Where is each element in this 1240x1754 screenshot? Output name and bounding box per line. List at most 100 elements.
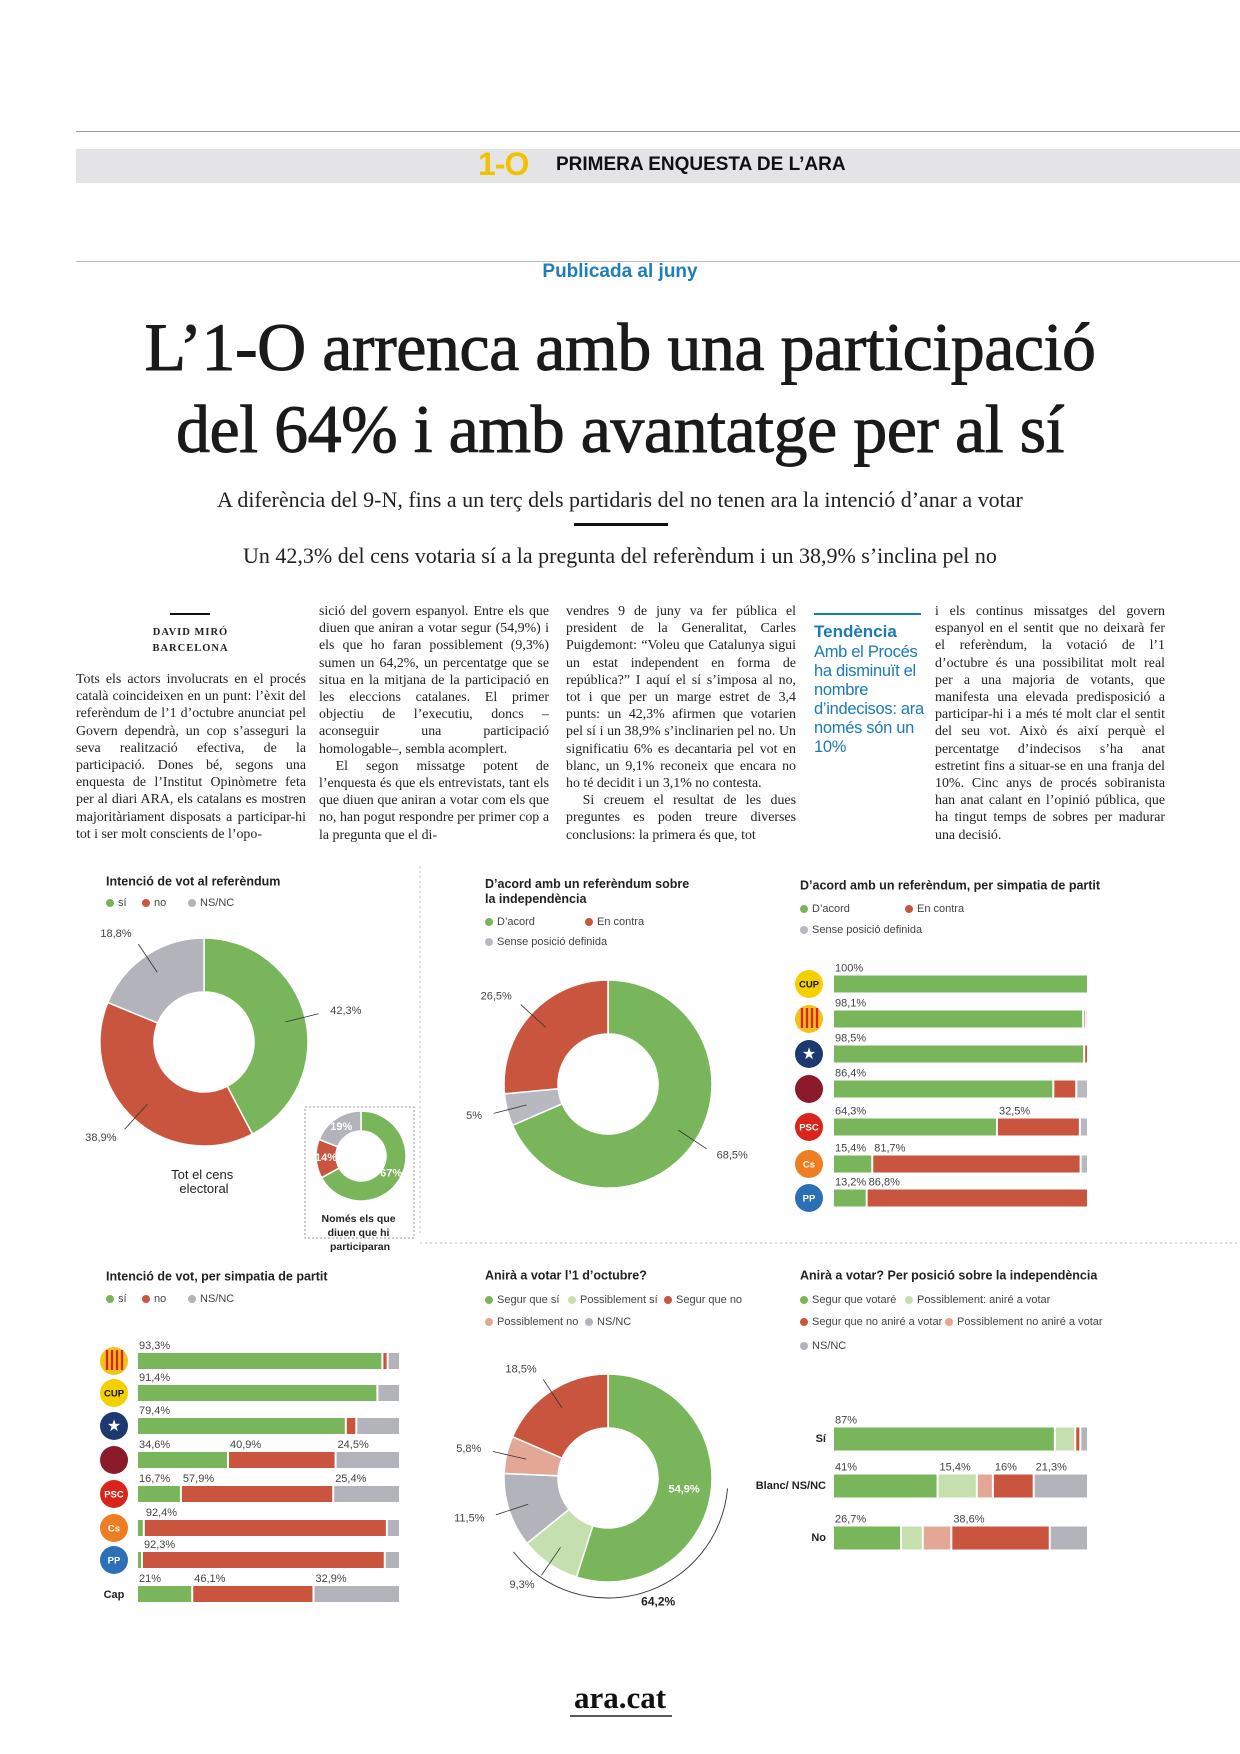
legend-label: Segur que no aniré a votar xyxy=(812,1316,943,1328)
section-bar xyxy=(76,149,1240,183)
legend-swatch xyxy=(800,1342,808,1350)
value-label: 16,7% xyxy=(139,1473,170,1485)
party-logo xyxy=(795,1040,823,1068)
leader-line xyxy=(495,1503,529,1516)
category-label: No xyxy=(811,1532,826,1544)
legend-label: no xyxy=(154,897,166,909)
column: Tots els actors involucrats en el procés… xyxy=(76,671,306,843)
value-label: 5% xyxy=(466,1110,482,1122)
value-label: 42,3% xyxy=(330,1005,361,1017)
category-label: Blanc/ NS/NC xyxy=(756,1480,826,1492)
value-label: 100% xyxy=(835,962,863,974)
legend-swatch xyxy=(142,899,150,907)
sidebar-heading: Tendència xyxy=(814,622,897,641)
chart-title: Intenció de vot, per simpatia de partit xyxy=(106,1269,328,1283)
value-label: 16% xyxy=(995,1461,1017,1473)
bar-segment xyxy=(1050,1526,1087,1550)
legend-label: Possiblement no xyxy=(497,1316,578,1328)
party-logo xyxy=(795,1005,823,1033)
value-label: 54,9% xyxy=(668,1484,699,1496)
value-label: 24,5% xyxy=(338,1439,369,1451)
legend-swatch xyxy=(800,1318,808,1326)
legend-swatch xyxy=(945,1318,953,1326)
bar-segment xyxy=(1054,1080,1076,1098)
bar-segment xyxy=(388,1353,399,1369)
bar-segment xyxy=(144,1520,386,1536)
legend-swatch xyxy=(800,905,808,913)
donut-segment xyxy=(106,937,205,1024)
party-logo-star: ★ xyxy=(107,1418,121,1435)
value-label: 93,3% xyxy=(139,1340,170,1352)
kicker: Publicada al juny xyxy=(542,261,698,282)
bar-segment xyxy=(1076,1427,1080,1451)
value-label: 79,4% xyxy=(139,1405,170,1417)
donut-segment xyxy=(511,979,713,1189)
annotation: 64,2% xyxy=(641,1594,675,1608)
top-rule xyxy=(76,131,1240,132)
party-logo-stripe xyxy=(105,1350,109,1370)
bar-segment xyxy=(1034,1474,1087,1498)
category-label: Sí xyxy=(816,1433,827,1445)
footer: ara.cat xyxy=(573,1680,667,1715)
bar-segment xyxy=(385,1552,399,1568)
place: BARCELONA xyxy=(152,643,229,654)
party-logo xyxy=(100,1446,128,1474)
legend-swatch xyxy=(905,905,913,913)
bar-segment xyxy=(923,1526,951,1550)
value-label: 92,4% xyxy=(146,1507,177,1519)
party-logo xyxy=(100,1412,128,1440)
party-logo-label: PSC xyxy=(799,1123,819,1134)
chart-title: D’acord amb un referèndum sobre la indep… xyxy=(485,877,693,906)
party-logo-stripe xyxy=(805,1008,809,1028)
value-label: 18,5% xyxy=(505,1363,536,1375)
bar-segment xyxy=(1055,1427,1075,1451)
legend-label: D’acord xyxy=(497,916,535,928)
bar-segment xyxy=(1085,1045,1087,1063)
bar-segment xyxy=(138,1452,227,1468)
column: vendres 9 de juny va fer pública el pres… xyxy=(566,603,796,844)
chart-title: Anirà a votar l’1 d’octubre? xyxy=(485,1268,647,1282)
legend-label: no xyxy=(154,1293,166,1305)
leader-line xyxy=(520,1004,547,1028)
chart-caption: Només els que diuen que hi participaran xyxy=(321,1213,398,1253)
party-logo-label: Cs xyxy=(108,1524,120,1535)
legend-swatch xyxy=(106,1295,114,1303)
subtitle: A diferència del 9-N, fins a un terç del… xyxy=(217,487,1023,512)
value-label: 41% xyxy=(835,1461,857,1473)
party-logo xyxy=(795,970,823,998)
party-logo-stripe xyxy=(800,1008,804,1028)
value-label: 81,7% xyxy=(874,1142,905,1154)
bar-segment xyxy=(993,1474,1033,1498)
bar-segment xyxy=(977,1474,992,1498)
donut-segment xyxy=(99,1001,254,1147)
column: sició del govern espanyol. Entre els que… xyxy=(319,603,549,844)
legend-swatch xyxy=(800,926,808,934)
value-label: 38,6% xyxy=(953,1513,984,1525)
bar-segment xyxy=(193,1586,313,1602)
party-logo-stripe xyxy=(120,1350,124,1370)
legend-swatch xyxy=(142,1295,150,1303)
bar-segment xyxy=(138,1353,382,1369)
legend-swatch xyxy=(106,899,114,907)
paragraph: sició del govern espanyol. Entre els que… xyxy=(319,604,549,757)
legend-label: NS/NC xyxy=(200,1293,234,1305)
bar-segment xyxy=(1080,1118,1087,1136)
bar-segment xyxy=(314,1586,399,1602)
bar-segment xyxy=(1084,1010,1085,1028)
paragraph: vendres 9 de juny va fer pública el pres… xyxy=(566,604,796,792)
legend-swatch xyxy=(188,899,196,907)
bar-segment xyxy=(138,1385,377,1401)
value-label: 57,9% xyxy=(183,1473,214,1485)
legend-swatch xyxy=(585,918,593,926)
bar-segment xyxy=(142,1552,384,1568)
value-label: 13,2% xyxy=(835,1176,866,1188)
paragraph: i els continus missatges del govern espa… xyxy=(935,604,1165,843)
leader-line xyxy=(541,1547,561,1576)
donut-segment xyxy=(320,1110,407,1202)
headline: del 64% i amb avantatge per al sí xyxy=(176,391,1065,468)
party-logo xyxy=(100,1379,128,1407)
party-logo-label: PSC xyxy=(104,1490,124,1501)
legend-label: Segur que no xyxy=(676,1294,742,1306)
